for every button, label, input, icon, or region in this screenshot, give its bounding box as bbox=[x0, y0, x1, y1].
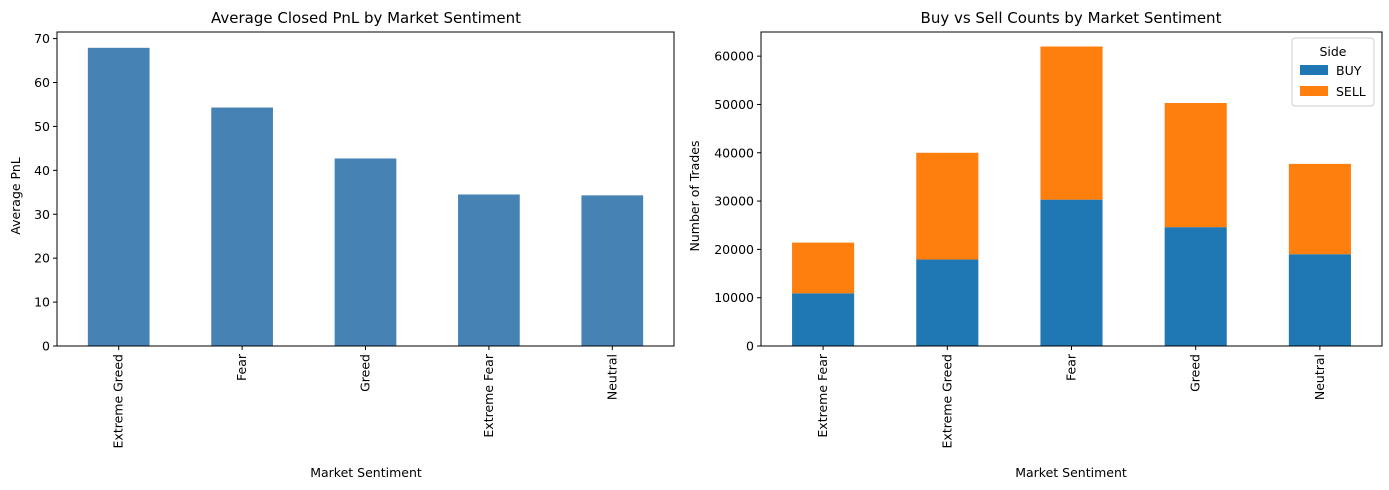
buy-sell-chart: Buy vs Sell Counts by Market Sentiment M… bbox=[687, 9, 1383, 480]
y-tick-label: 60000 bbox=[714, 49, 754, 64]
bar-buy bbox=[1040, 199, 1103, 346]
bar-sell bbox=[916, 152, 979, 260]
bar bbox=[581, 195, 644, 346]
legend-label-buy: BUY bbox=[1336, 63, 1362, 78]
x-tick-label: Greed bbox=[1188, 354, 1203, 392]
x-tick-label: Extreme Fear bbox=[481, 353, 496, 437]
y-axis-label: Average PnL bbox=[8, 157, 23, 235]
bar-buy bbox=[1288, 254, 1351, 346]
y-ticks: 0 10000 20000 30000 40000 50000 60000 bbox=[714, 49, 761, 354]
x-axis-label: Market Sentiment bbox=[1015, 465, 1127, 480]
x-tick-label: Extreme Greed bbox=[939, 354, 954, 448]
y-tick-label: 10000 bbox=[714, 290, 754, 305]
chart-title: Average Closed PnL by Market Sentiment bbox=[211, 9, 521, 27]
bar bbox=[87, 47, 150, 347]
x-tick-label: Extreme Greed bbox=[111, 354, 126, 448]
chart-title: Buy vs Sell Counts by Market Sentiment bbox=[921, 9, 1222, 27]
x-tick-label: Fear bbox=[234, 353, 249, 381]
bars bbox=[792, 46, 1351, 346]
y-tick-label: 30 bbox=[34, 207, 50, 222]
x-tick-label: Neutral bbox=[604, 354, 619, 400]
bar-sell bbox=[1040, 46, 1103, 200]
bar-buy bbox=[1164, 227, 1227, 346]
y-tick-label: 40000 bbox=[714, 145, 754, 160]
x-tick-label: Extreme Fear bbox=[815, 353, 830, 437]
x-ticks: Extreme Greed Fear Greed Extreme Fear Neutra… bbox=[111, 346, 619, 448]
x-tick-label: Neutral bbox=[1312, 354, 1327, 400]
legend-swatch-buy bbox=[1300, 65, 1328, 75]
y-tick-label: 0 bbox=[746, 339, 754, 354]
x-tick-label: Fear bbox=[1064, 353, 1079, 381]
y-tick-label: 50000 bbox=[714, 97, 754, 112]
y-tick-label: 50 bbox=[34, 119, 50, 134]
avg-pnl-chart: Average Closed PnL by Market Sentiment M… bbox=[8, 9, 675, 480]
x-axis-label: Market Sentiment bbox=[310, 465, 422, 480]
plot-frame bbox=[760, 31, 1383, 347]
bar bbox=[458, 194, 520, 346]
y-tick-label: 60 bbox=[34, 75, 50, 90]
bar bbox=[334, 158, 397, 346]
bar-sell bbox=[1164, 103, 1227, 228]
legend: Side BUY SELL bbox=[1291, 37, 1375, 107]
y-tick-label: 70 bbox=[34, 31, 50, 46]
y-tick-label: 20 bbox=[34, 251, 50, 266]
bar-buy bbox=[916, 259, 979, 346]
y-tick-label: 30000 bbox=[714, 194, 754, 209]
x-tick-label: Greed bbox=[358, 354, 373, 392]
bars bbox=[87, 47, 644, 347]
y-tick-label: 10 bbox=[34, 295, 50, 310]
bar-sell bbox=[1288, 163, 1351, 255]
legend-title: Side bbox=[1319, 44, 1346, 59]
y-ticks: 0 10 20 30 40 50 60 70 bbox=[34, 31, 57, 354]
plot-frame bbox=[56, 31, 675, 347]
bar-buy bbox=[792, 293, 855, 346]
y-tick-label: 20000 bbox=[714, 242, 754, 257]
legend-swatch-sell bbox=[1300, 86, 1328, 96]
y-tick-label: 0 bbox=[42, 339, 50, 354]
y-tick-label: 40 bbox=[34, 163, 50, 178]
legend-label-sell: SELL bbox=[1336, 84, 1366, 99]
bar-sell bbox=[792, 242, 855, 294]
x-ticks: Extreme Fear Extreme Greed Fear Greed Neutra… bbox=[815, 346, 1327, 448]
bar bbox=[211, 107, 273, 346]
y-axis-label: Number of Trades bbox=[687, 141, 702, 252]
